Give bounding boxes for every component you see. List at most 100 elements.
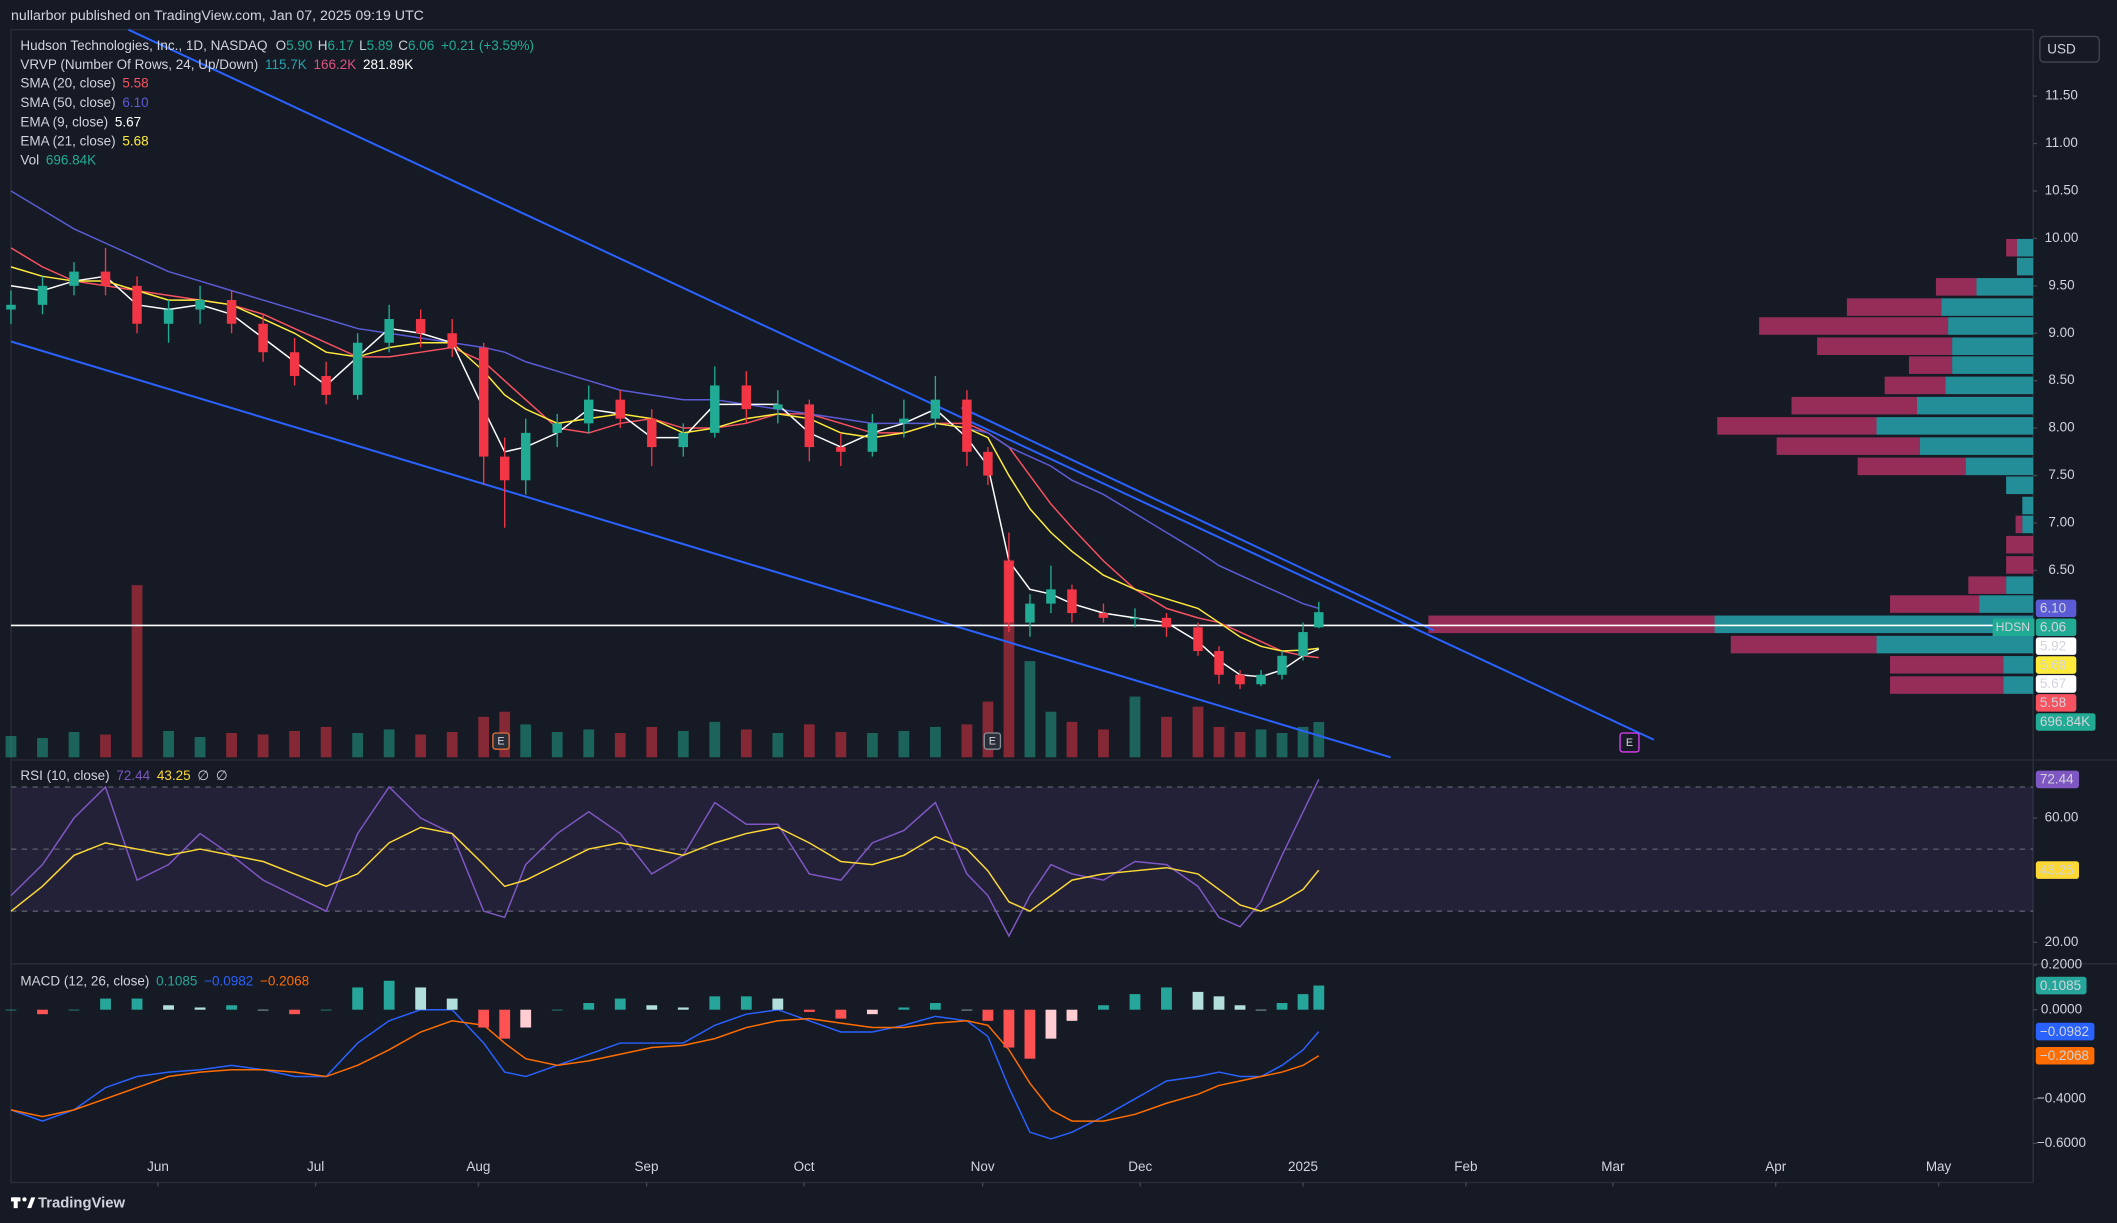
legend-value: 5.68 [122,133,148,148]
x-tick-label: Sep [635,1159,659,1174]
candle-body [1025,603,1035,623]
legend-title: MACD (12, 26, close) [20,973,149,988]
price-badge-label: 6.10 [2040,601,2066,616]
vrvp-value: 281.89K [363,56,413,71]
vp-down [1428,615,1715,634]
legend-value: 0.1085 [156,973,197,988]
volume-bar [1255,729,1267,758]
candle-body [804,404,815,448]
vp-up [1952,356,2034,374]
volume-bar [1192,706,1204,758]
x-tick-label: Dec [1128,1159,1152,1174]
histogram-bar [1255,1009,1267,1011]
candle-body [478,347,489,457]
histogram-bar [1066,1009,1078,1021]
price-badge [2035,976,2087,995]
vp-up [2016,238,2034,257]
vp-down [1857,457,1966,476]
histogram-bar [1213,996,1225,1010]
vp-up [2016,257,2034,276]
logo-part [27,1197,36,1209]
volume-bar [1297,726,1309,758]
ohlc-label: L [359,37,367,52]
vp-up [1919,437,2034,455]
currency-box[interactable] [2039,35,2100,63]
vp-up [1945,376,2034,395]
logo-part [13,1197,18,1209]
earnings-box [492,732,510,750]
candle-body [584,399,594,424]
price-badge-label: 5.58 [2040,695,2066,710]
volume-bar [352,732,364,758]
y-tick-label: 11.00 [2045,135,2078,150]
volume-bar [1045,711,1057,758]
vp-down [1935,278,1977,296]
volume-bar [740,729,752,758]
vp-up [1876,635,2034,654]
candle-body [1314,612,1324,628]
legend-row: RSI (10, close) 72.44 43.25 ∅ ∅ [20,768,227,783]
y-tick-label: 20.00 [2045,934,2079,949]
ohlc-label: H [318,37,328,52]
legend-value: ∅ [197,768,209,783]
histogram-bar [898,1007,910,1010]
vp-up [2003,656,2034,674]
volume-bar [226,732,237,758]
histogram-bar [415,987,427,1010]
histogram-bar [37,1009,48,1015]
volume-bar [1003,559,1015,758]
legend-title: Vol [20,152,39,167]
legend-value: −0.0982 [204,973,253,988]
candle-body [289,352,300,376]
candle-body [132,285,142,324]
candle-body [1235,674,1245,685]
vp-down [1890,656,2004,674]
earnings-label: E [497,736,504,748]
volume-bar [383,729,395,758]
legend-title: SMA (20, close) [20,75,115,90]
price-badge [2035,861,2080,879]
histogram-bar [478,1009,490,1028]
ohlc-label: C [398,37,408,52]
candle-body [710,385,720,433]
legend-title: RSI (10, close) [20,768,109,783]
price-badge-label: 5.67 [2040,676,2066,691]
x-tick-label: Aug [466,1159,490,1174]
price-badge-label: 5.68 [2040,657,2066,672]
volume-bar [982,701,994,758]
candle-body [1098,613,1109,618]
volume-bar [1234,731,1246,758]
vp-down [2015,515,2023,534]
legend-value: 5.67 [115,114,141,129]
x-tick-label: Oct [794,1159,815,1174]
logo-part [22,1197,27,1202]
histogram-bar [499,1009,511,1039]
histogram-bar [1276,1003,1288,1010]
ohlc-value: 5.89 [367,37,393,52]
vp-down [1717,417,1877,435]
price-badge [2035,618,2077,637]
candle-body [867,423,878,452]
histogram-bar [5,1009,17,1011]
vp-down [1759,317,1949,335]
price-badge-label: 72.44 [2040,772,2074,787]
histogram-bar [1024,1009,1036,1059]
x-tick-label: Jul [307,1159,324,1174]
volume-bar [478,716,490,758]
volume-bar [803,724,815,758]
candle-body [1298,632,1308,656]
earnings-markers: E E E [492,732,1640,753]
price-badge [2035,1046,2095,1065]
y-tick-label: 7.50 [2048,467,2074,482]
trendlines [10,28,1655,759]
histogram-bar [163,1005,174,1010]
candle-body [741,385,752,410]
legend-value: 696.84K [46,152,96,167]
candle-body [983,451,993,476]
histogram-bar [740,996,752,1010]
histogram-bar [677,1007,689,1010]
histogram-bar [772,998,784,1010]
volume-bar [163,730,174,758]
rsi-line [10,779,1320,938]
